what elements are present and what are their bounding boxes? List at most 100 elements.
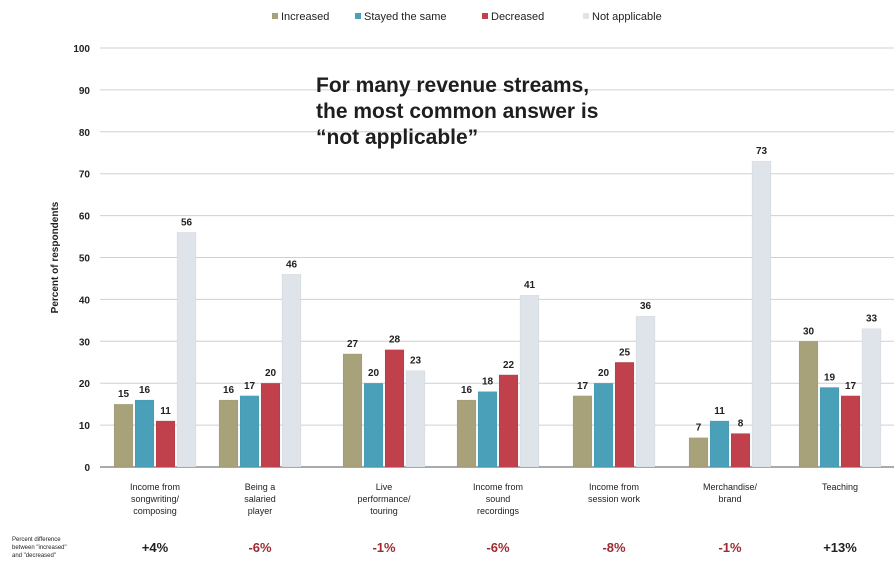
data-label: 23 — [410, 356, 422, 367]
legend-label: Decreased — [491, 11, 544, 23]
data-label: 56 — [181, 217, 193, 228]
bar-decreased — [155, 420, 176, 468]
bar-stayed-the-same — [593, 382, 614, 468]
data-label: 17 — [577, 381, 589, 392]
chart-annotation: For many revenue streams, — [316, 74, 589, 97]
x-tick-label: sound — [486, 494, 511, 504]
x-tick-label: Income from — [473, 482, 523, 492]
y-tick-label: 80 — [79, 128, 91, 139]
y-tick-label: 60 — [79, 212, 91, 223]
x-tick-label: recordings — [477, 506, 520, 516]
bar-decreased — [730, 433, 751, 468]
bar-decreased — [614, 362, 635, 468]
x-tick-label: performance/ — [357, 494, 411, 504]
percent-difference: -8% — [602, 540, 626, 555]
data-label: 19 — [824, 372, 836, 383]
y-tick-label: 70 — [79, 170, 91, 181]
data-label: 16 — [139, 385, 151, 396]
difference-note: Percent difference — [12, 537, 61, 543]
x-tick-label: Income from — [589, 482, 639, 492]
data-label: 18 — [482, 377, 494, 388]
data-label: 36 — [640, 301, 652, 312]
bar-stayed-the-same — [819, 387, 840, 468]
bar-stayed-the-same — [134, 399, 155, 468]
bar-increased — [342, 353, 363, 468]
data-label: 22 — [503, 360, 515, 371]
data-label: 73 — [756, 146, 768, 157]
data-label: 30 — [803, 326, 815, 337]
percent-difference: +13% — [823, 540, 857, 555]
bar-not-applicable — [519, 294, 540, 468]
bar-decreased — [498, 374, 519, 468]
x-tick-label: Teaching — [822, 482, 858, 492]
legend-label: Not applicable — [592, 11, 662, 23]
bar-not-applicable — [176, 232, 197, 468]
bar-not-applicable — [405, 370, 426, 468]
data-label: 46 — [286, 259, 298, 270]
legend-label: Stayed the same — [364, 11, 447, 23]
chart-annotation: “not applicable” — [316, 126, 478, 149]
y-tick-label: 50 — [79, 254, 91, 265]
x-tick-label: composing — [133, 506, 177, 516]
legend-swatch — [482, 13, 488, 19]
bar-increased — [798, 341, 819, 468]
data-label: 41 — [524, 280, 536, 291]
legend-swatch — [355, 13, 361, 19]
legend-swatch — [583, 13, 589, 19]
x-tick-label: brand — [718, 494, 741, 504]
bar-decreased — [840, 395, 861, 468]
x-tick-label: songwriting/ — [131, 494, 180, 504]
y-tick-label: 100 — [73, 44, 90, 55]
bar-decreased — [384, 349, 405, 468]
bar-increased — [688, 437, 709, 468]
y-axis-title: Percent of respondents — [50, 201, 61, 313]
bar-increased — [218, 399, 239, 468]
y-tick-label: 0 — [84, 463, 90, 474]
percent-difference: -1% — [718, 540, 742, 555]
y-tick-label: 90 — [79, 86, 91, 97]
bar-stayed-the-same — [477, 391, 498, 468]
x-tick-label: touring — [370, 506, 398, 516]
x-tick-label: Being a — [245, 482, 276, 492]
bar-stayed-the-same — [709, 420, 730, 468]
difference-note: and "decreased" — [12, 553, 56, 559]
bar-stayed-the-same — [363, 382, 384, 468]
data-label: 11 — [714, 406, 725, 417]
x-tick-label: Live — [376, 482, 393, 492]
x-tick-label: Income from — [130, 482, 180, 492]
chart-annotation: the most common answer is — [316, 100, 598, 123]
data-label: 11 — [160, 406, 171, 417]
percent-difference: -1% — [372, 540, 396, 555]
bar-increased — [572, 395, 593, 468]
y-tick-label: 20 — [79, 379, 91, 390]
data-label: 20 — [265, 368, 277, 379]
bar-increased — [113, 403, 134, 468]
x-tick-label: Merchandise/ — [703, 482, 758, 492]
percent-difference: -6% — [486, 540, 510, 555]
x-tick-label: salaried — [244, 494, 276, 504]
bar-not-applicable — [751, 160, 772, 468]
data-label: 16 — [461, 385, 473, 396]
data-label: 17 — [845, 381, 857, 392]
data-label: 33 — [866, 314, 878, 325]
difference-note: between "increased" — [12, 545, 67, 551]
percent-difference: -6% — [248, 540, 272, 555]
bar-increased — [456, 399, 477, 468]
bar-decreased — [260, 382, 281, 468]
y-tick-label: 10 — [79, 421, 91, 432]
percent-difference: +4% — [142, 540, 169, 555]
data-label: 20 — [368, 368, 380, 379]
bar-not-applicable — [861, 328, 882, 468]
bar-not-applicable — [281, 274, 302, 468]
legend-label: Increased — [281, 11, 329, 23]
data-label: 27 — [347, 339, 359, 350]
data-label: 25 — [619, 347, 631, 358]
y-tick-label: 40 — [79, 295, 91, 306]
data-label: 28 — [389, 335, 401, 346]
y-tick-label: 30 — [79, 337, 91, 348]
data-label: 7 — [696, 423, 702, 434]
data-label: 16 — [223, 385, 235, 396]
legend-swatch — [272, 13, 278, 19]
data-label: 20 — [598, 368, 610, 379]
